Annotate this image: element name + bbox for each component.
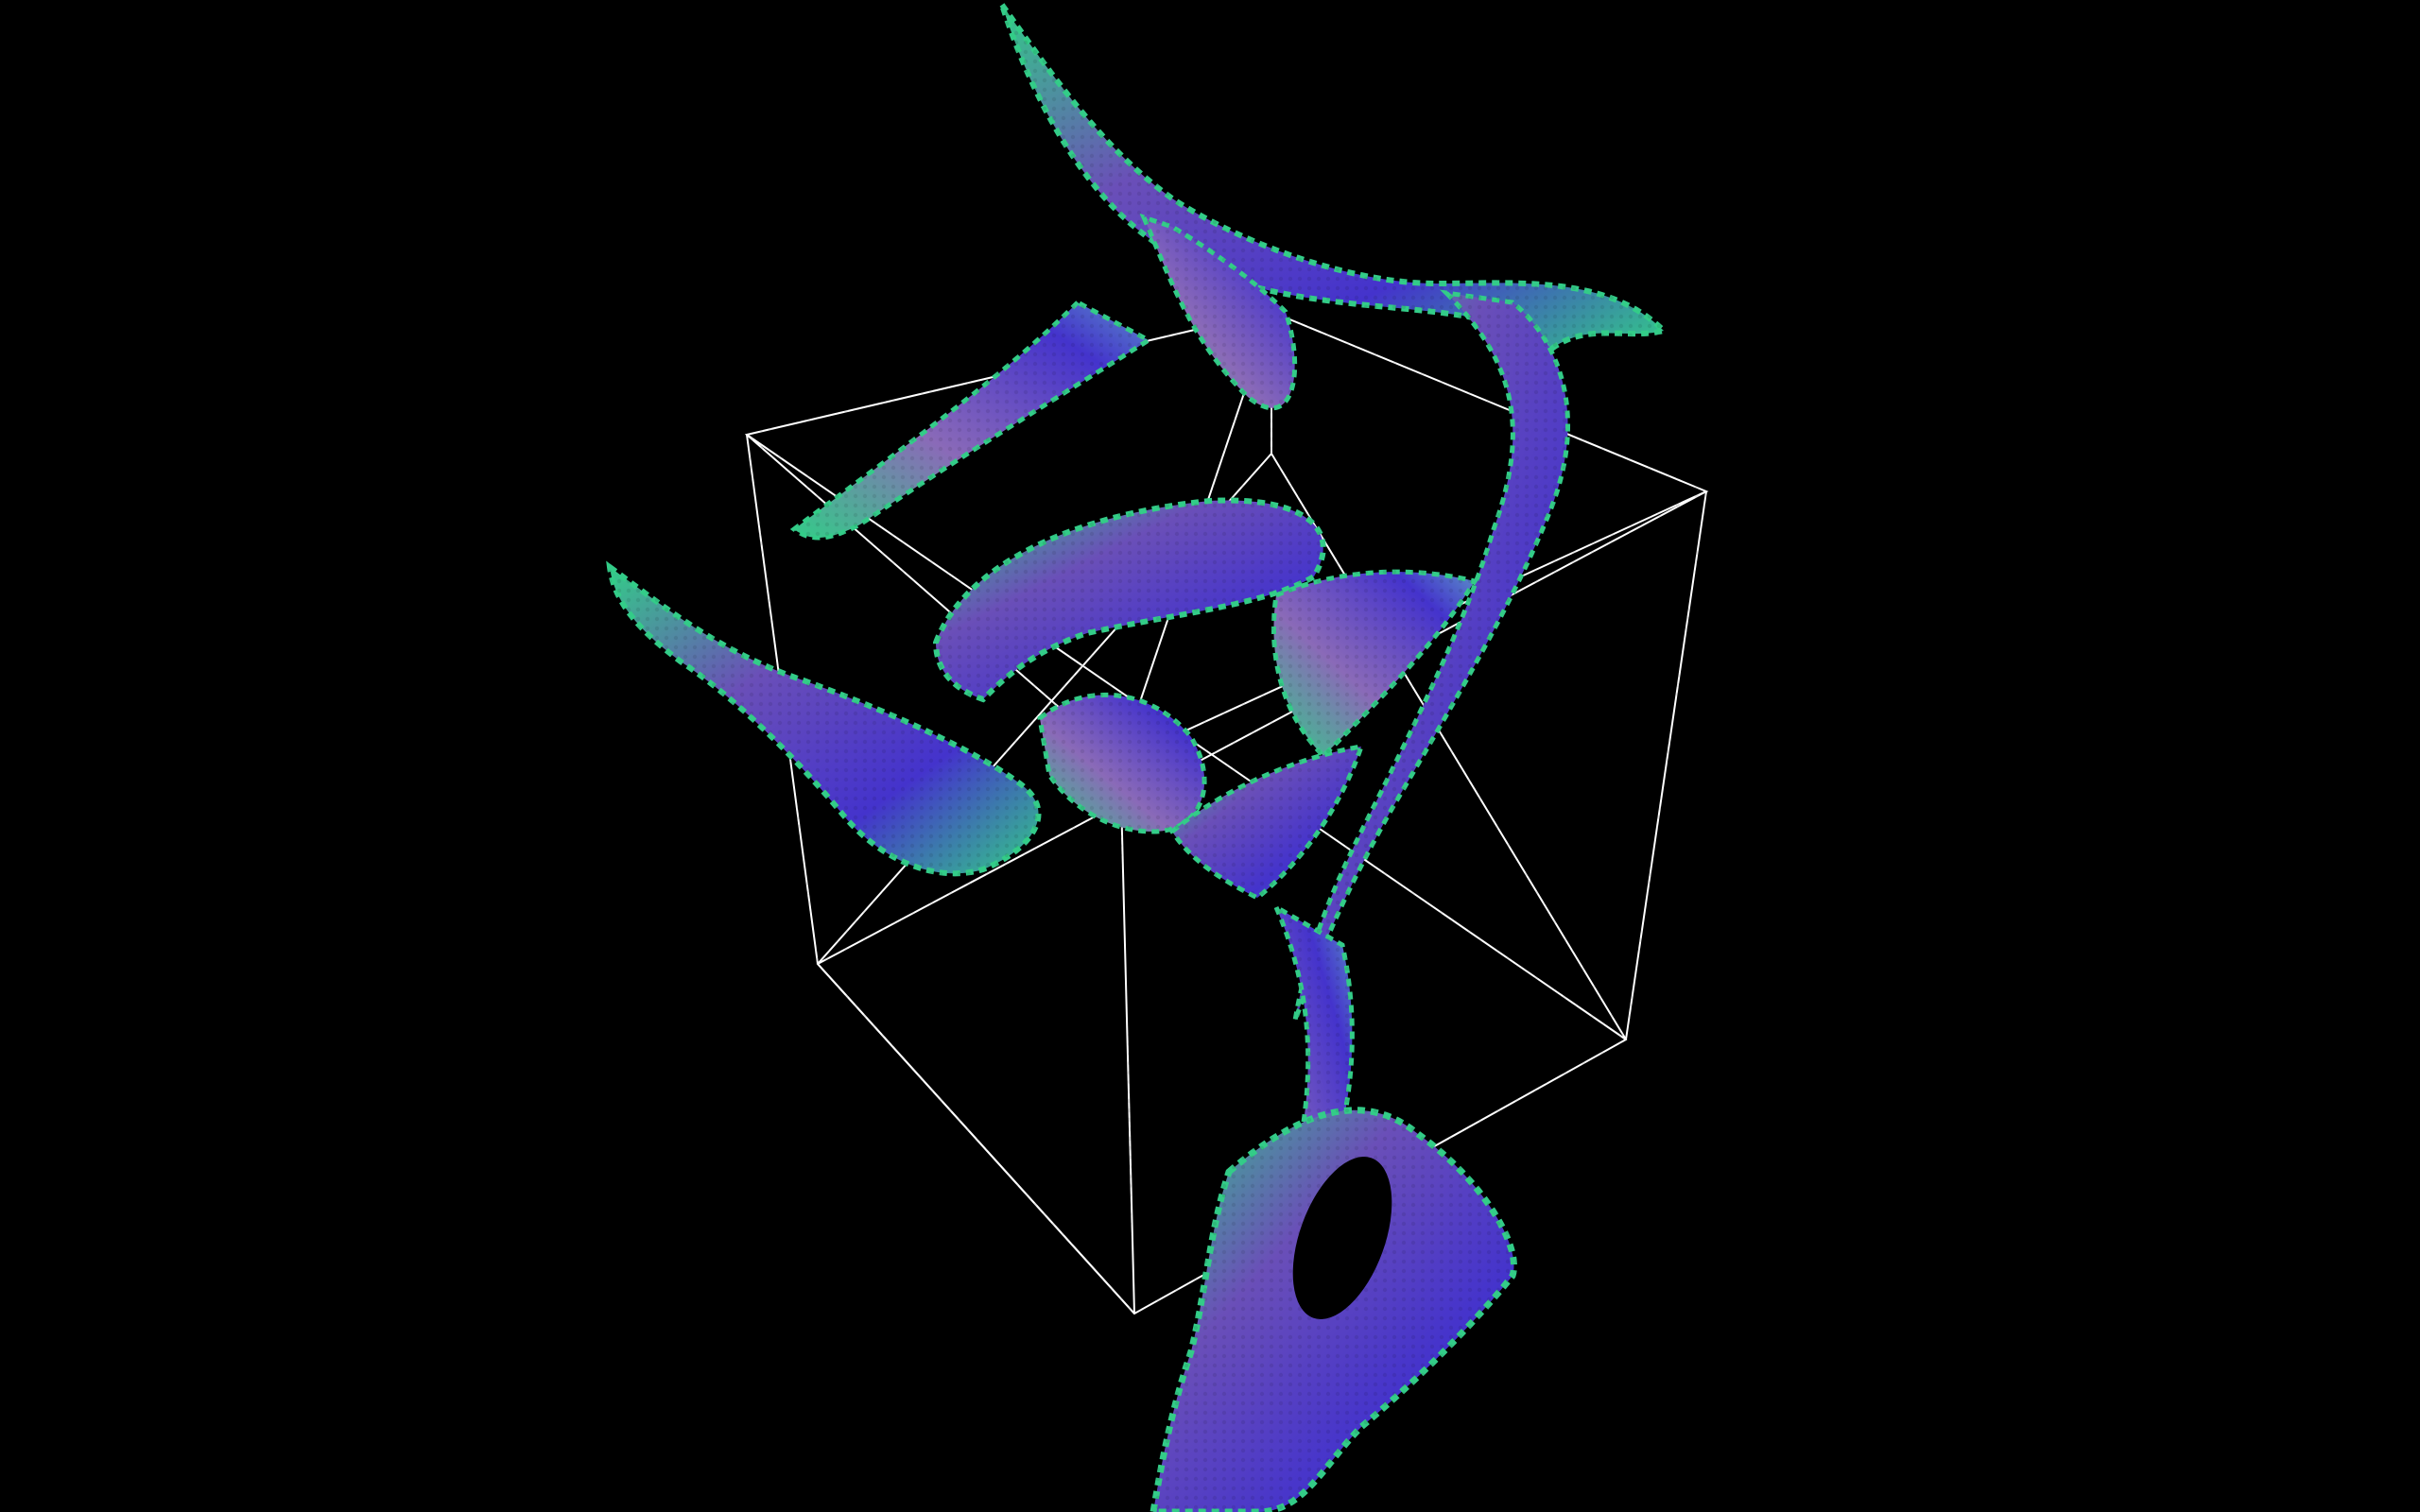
twisted-ribbon-surface: [567, 0, 1749, 1512]
voxel-texture: [567, 0, 1749, 1512]
